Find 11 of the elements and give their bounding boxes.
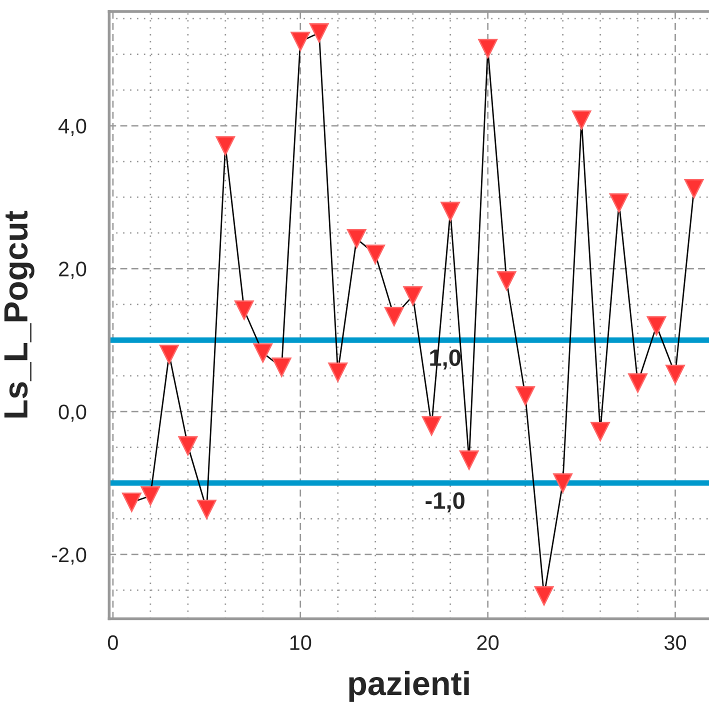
x-tick-label: 0 [108,635,118,650]
y-tick-label: 4,0 [58,118,86,136]
x-tick-label: 30 [664,635,686,650]
y-tick-label: 2,0 [59,262,86,279]
y-tick-label: -2,0 [52,547,86,565]
y-axis-title: Ls_L_Pogcut [4,210,34,418]
x-axis-title: pazienti [349,670,469,702]
ref-line-label: -1,0 [426,492,464,512]
x-tick-label: 20 [477,635,499,650]
y-tick-label: 0,0 [58,404,86,422]
x-tick-label: 10 [290,635,312,650]
